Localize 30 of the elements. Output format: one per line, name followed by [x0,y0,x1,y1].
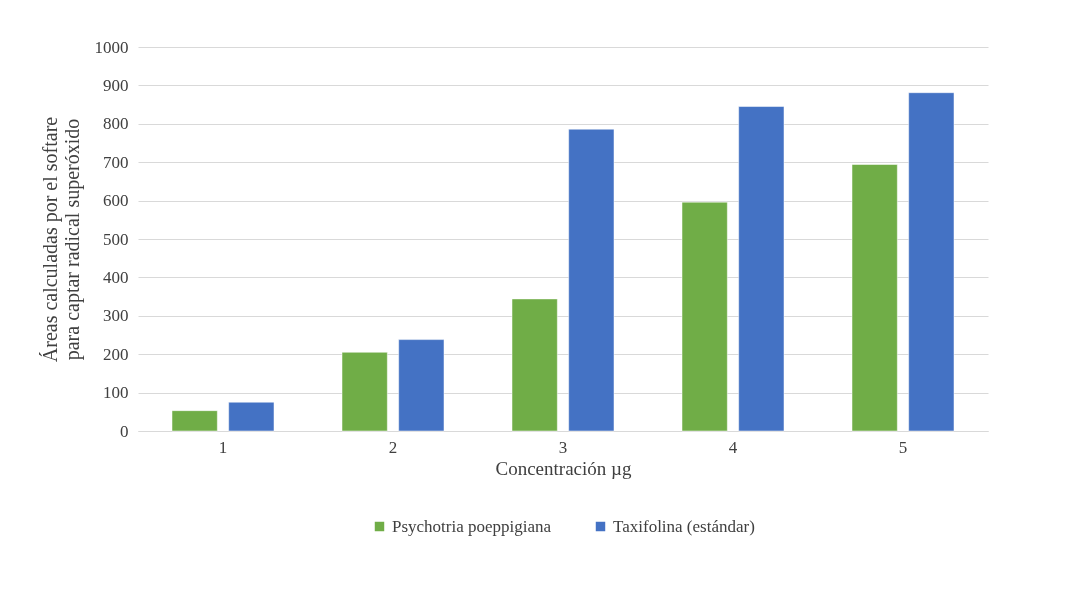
x-tick-label: 1 [218,437,228,457]
x-tick-label: 4 [728,437,738,457]
bar [681,201,728,432]
x-tick-label: 3 [558,437,568,457]
y-tick-label: 300 [103,306,129,326]
y-tick-label: 0 [120,421,129,441]
bar [228,401,275,432]
y-tick-label: 100 [103,383,129,403]
bar [341,352,388,432]
y-tick-label: 500 [103,229,129,249]
y-tick-label: 600 [103,191,129,211]
legend-label: Psychotria poeppigiana [392,516,552,536]
bar [398,339,445,432]
x-tick-label: 2 [388,437,398,457]
bar [908,92,955,432]
y-axis-title: Áreas calculadas por el softare para captar radical superóxido [38,116,84,363]
y-tick-label: 1000 [94,37,129,57]
bar [511,298,558,432]
y-tick-label: 900 [103,75,129,95]
y-tick-label: 800 [103,114,129,134]
bar [738,106,785,432]
bar [851,164,898,432]
legend-label: Taxifolina (estándar) [613,516,755,536]
x-axis-title: Concentración µg [495,457,632,479]
x-tick-label: 5 [898,437,908,457]
bar [568,128,615,432]
y-tick-label: 200 [103,344,129,364]
y-tick-label: 700 [103,152,129,172]
y-tick-label: 400 [103,267,129,287]
bar [171,410,218,432]
